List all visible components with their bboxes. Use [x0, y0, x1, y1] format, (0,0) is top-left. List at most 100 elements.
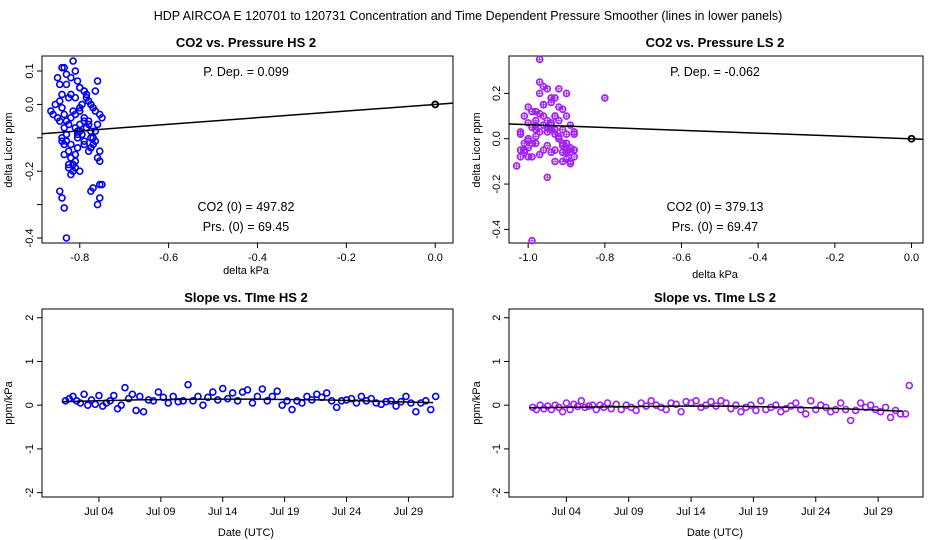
- scatter-points: [528, 381, 914, 425]
- data-point: [273, 387, 282, 395]
- data-point: [169, 392, 178, 401]
- data-point: [524, 119, 532, 127]
- co2-zero-annotation: CO2 (0) = 379.13: [667, 200, 764, 214]
- data-point: [532, 125, 540, 134]
- data-point: [268, 392, 277, 401]
- data-point: [71, 67, 80, 75]
- x-tick-label: Jul 24: [332, 506, 361, 518]
- data-point: [551, 112, 559, 120]
- panel-co2-pressure-hs: CO2 vs. Pressure HS 2 delta kPa delta Li…: [3, 35, 454, 277]
- panel-slope-time-ls: Slope vs. TIme LS 2 Date (UTC) ppm/kPa J…: [471, 290, 924, 539]
- data-point-cross: [544, 143, 550, 149]
- data-point: [258, 385, 267, 393]
- data-point-cross: [518, 154, 523, 160]
- data-point-cross: [541, 84, 546, 90]
- data-point: [60, 150, 69, 159]
- p-dep-annotation: P. Dep. = -0.062: [670, 65, 760, 79]
- co2-zero-annotation: CO2 (0) = 497.82: [198, 200, 295, 214]
- data-point-cross: [571, 147, 577, 153]
- data-point: [535, 150, 544, 159]
- data-point: [412, 407, 420, 416]
- data-point: [539, 146, 548, 154]
- data-point: [543, 173, 552, 182]
- data-point: [233, 397, 242, 405]
- data-point: [707, 397, 715, 406]
- panel-slope-time-hs: Slope vs. TIme HS 2 Date (UTC) ppm/kPa J…: [3, 290, 454, 539]
- data-point: [60, 123, 69, 132]
- x-axis-label: delta kPa: [223, 265, 270, 277]
- data-point: [811, 405, 820, 414]
- data-point: [562, 89, 571, 98]
- data-point: [757, 397, 765, 405]
- x-tick-label: Jul 19: [739, 506, 768, 518]
- data-point: [174, 397, 182, 406]
- data-point: [558, 139, 567, 148]
- data-point-cross: [560, 140, 566, 146]
- data-point: [547, 148, 555, 157]
- y-tick-label: 0: [491, 402, 503, 408]
- data-point: [67, 140, 75, 149]
- x-tick-label: Jul 29: [863, 506, 892, 518]
- data-point: [846, 416, 855, 425]
- data-point: [58, 194, 66, 202]
- data-point-cross: [560, 127, 566, 133]
- data-point: [856, 399, 865, 407]
- data-point: [792, 399, 800, 407]
- data-point-cross: [567, 161, 573, 167]
- data-point: [60, 110, 69, 119]
- x-axis-label: Date (UTC): [218, 527, 274, 539]
- data-point: [91, 400, 100, 409]
- x-tick-label: -0.6: [159, 252, 178, 264]
- data-point-cross: [552, 127, 558, 133]
- data-point: [851, 406, 860, 415]
- data-point: [213, 396, 222, 404]
- data-point: [607, 404, 616, 413]
- data-point: [692, 397, 700, 405]
- data-point-cross: [537, 152, 543, 158]
- data-point: [87, 396, 96, 404]
- y-tick-label: 0: [24, 402, 36, 408]
- data-point: [876, 407, 885, 416]
- data-point: [801, 410, 810, 418]
- data-point-cross: [552, 95, 558, 101]
- data-point: [603, 399, 612, 407]
- data-point: [558, 148, 567, 157]
- data-point: [132, 406, 140, 415]
- data-point: [58, 137, 66, 145]
- data-point: [558, 407, 567, 416]
- data-point: [551, 157, 559, 166]
- data-point: [113, 404, 122, 413]
- data-point: [702, 401, 710, 409]
- axis-ticks: Jul 04 Jul 09 Jul 14 Jul 19 Jul 24 Jul 29 -2 -1…: [24, 315, 423, 518]
- data-point-cross: [560, 149, 566, 155]
- y-tick-label: -0.2: [491, 175, 503, 194]
- plot-frame: [41, 308, 454, 498]
- data-point: [516, 153, 525, 161]
- data-point: [402, 392, 410, 401]
- panel-title: Slope vs. TIme HS 2: [184, 290, 308, 305]
- data-point: [55, 187, 64, 196]
- data-point-cross: [556, 86, 562, 92]
- data-point: [570, 153, 578, 161]
- data-point-cross: [521, 147, 527, 153]
- x-tick-label: -0.4: [749, 252, 768, 264]
- data-point: [184, 380, 192, 389]
- data-point: [566, 159, 575, 168]
- data-point-cross: [556, 118, 562, 124]
- x-tick-label: 0.0: [428, 252, 443, 264]
- data-point: [539, 100, 548, 109]
- data-point: [551, 125, 559, 134]
- data-point-cross: [533, 127, 539, 133]
- y-tick-label: 1: [491, 358, 503, 364]
- x-tick-label: -0.6: [672, 252, 691, 264]
- data-point: [566, 121, 575, 129]
- data-point: [62, 80, 71, 89]
- data-point: [747, 401, 755, 409]
- data-point-cross: [541, 147, 546, 153]
- data-point: [95, 180, 104, 189]
- data-point: [95, 194, 104, 202]
- data-point: [82, 93, 91, 102]
- data-point: [73, 144, 82, 152]
- panel-title: CO2 vs. Pressure HS 2: [176, 35, 316, 50]
